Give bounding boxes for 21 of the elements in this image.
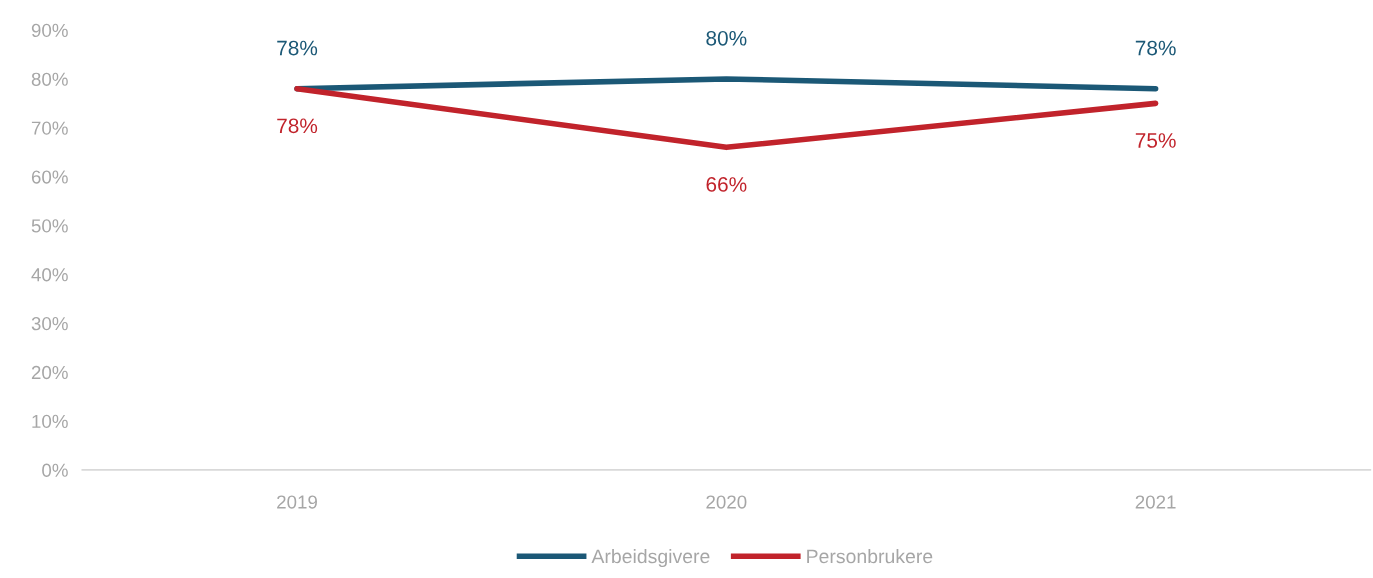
y-tick-label: 20% bbox=[31, 365, 68, 380]
y-tick-label: 30% bbox=[31, 317, 68, 331]
data-label: 78% bbox=[277, 40, 318, 56]
data-label: 75% bbox=[1135, 133, 1176, 148]
y-tick-label: 70% bbox=[31, 121, 68, 135]
y-tick-label: 90% bbox=[31, 23, 68, 38]
x-tick-label: 2020 bbox=[706, 495, 747, 509]
x-tick-label: 2021 bbox=[1135, 495, 1176, 509]
data-label: 66% bbox=[706, 177, 747, 192]
y-tick-label: 0% bbox=[42, 463, 68, 477]
data-label: 78% bbox=[1135, 40, 1176, 56]
data-label: 78% bbox=[277, 118, 318, 134]
data-label: 80% bbox=[706, 30, 747, 46]
y-tick-label: 10% bbox=[32, 414, 68, 429]
y-tick-label: 40% bbox=[31, 268, 68, 282]
legend-label: Arbeidsgivere bbox=[591, 548, 710, 568]
y-tick-label: 60% bbox=[31, 170, 68, 184]
x-tick-label: 2019 bbox=[277, 495, 317, 509]
y-tick-label: 50% bbox=[31, 219, 68, 233]
y-tick-label: 80% bbox=[31, 72, 68, 86]
legend-label: Personbrukere bbox=[807, 548, 933, 564]
